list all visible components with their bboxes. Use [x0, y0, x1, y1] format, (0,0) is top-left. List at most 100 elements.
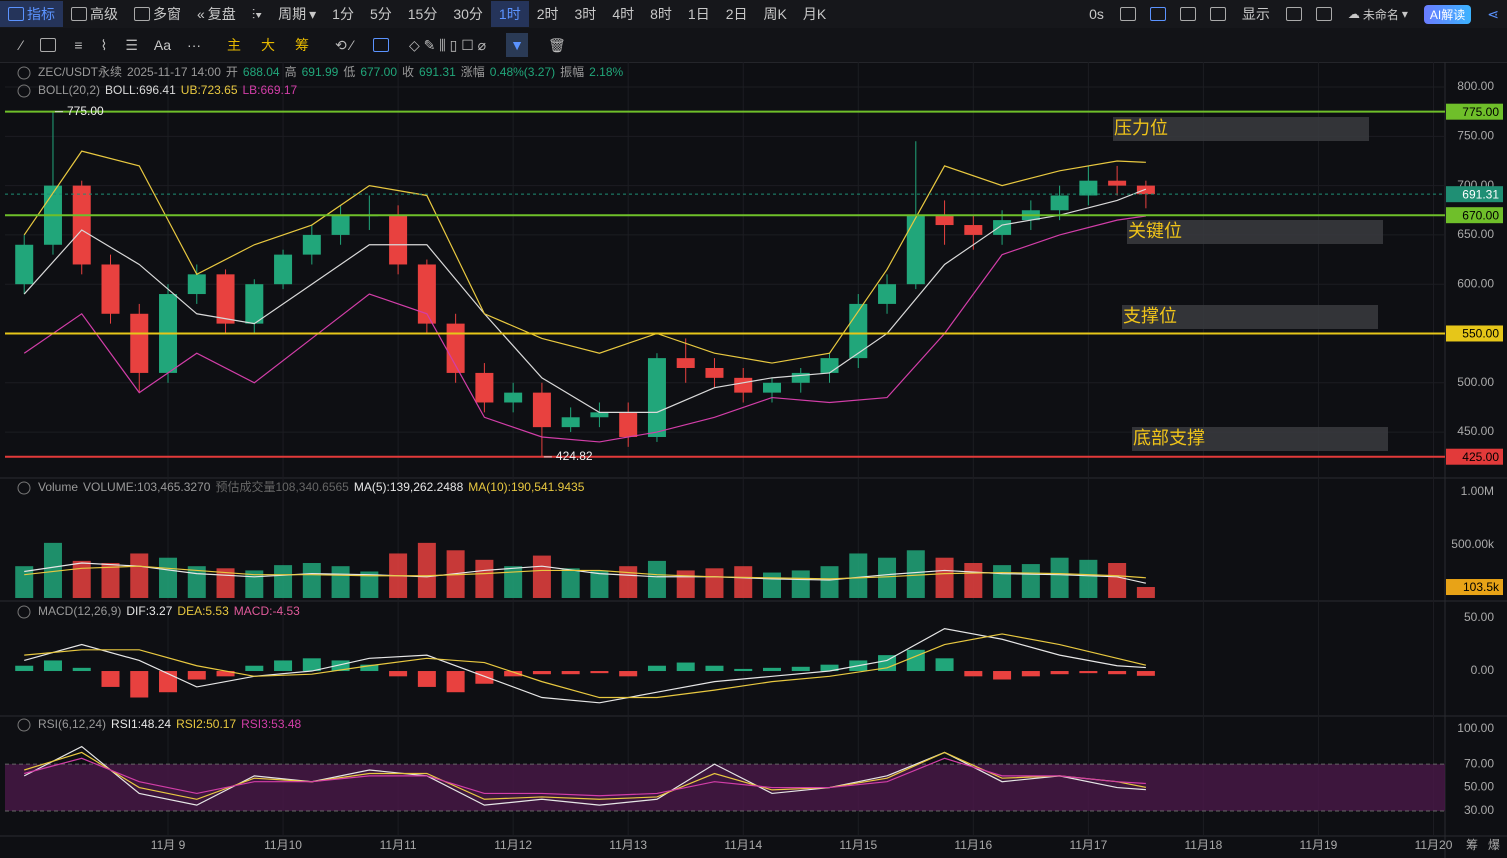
x-tick-label: 11月13: [609, 838, 647, 852]
rsi-band: [5, 764, 1445, 811]
font-tool[interactable]: Aa: [153, 37, 172, 53]
annotation-label: 关键位: [1128, 221, 1182, 241]
candle-body: [331, 215, 350, 235]
indicator-tool[interactable]: 主: [227, 37, 242, 53]
label: 周期: [278, 6, 307, 22]
candle-body: [302, 234, 321, 255]
period-button[interactable]: 周期 ▾: [278, 5, 317, 23]
x-tick-label: 11月10: [264, 838, 302, 852]
candle-body: [964, 225, 983, 235]
candle-body: [101, 264, 120, 314]
multi-window-button[interactable]: 多窗: [126, 4, 189, 24]
interval-button[interactable]: 8时: [650, 6, 672, 22]
collapse-icon: [17, 66, 31, 80]
candle-body: [906, 215, 925, 285]
advanced-button[interactable]: 高级: [63, 4, 126, 24]
interval-button[interactable]: 2时: [536, 6, 559, 22]
macd-histogram-bar: [446, 671, 465, 693]
x-tick-label: 11月14: [724, 838, 762, 852]
macd-histogram-bar: [475, 671, 494, 684]
x-tick-label: 11月19: [1300, 838, 1338, 852]
interval-button[interactable]: 1时: [490, 1, 529, 27]
replay-button[interactable]: «复盘: [197, 6, 236, 22]
volume-bar: [561, 568, 580, 598]
macd-histogram-bar: [302, 658, 321, 672]
macd-histogram-bar: [1108, 671, 1127, 675]
volume-bar: [331, 566, 350, 598]
legend-text: MA(5):139,262.2488: [354, 480, 464, 494]
level-label: 425.00: [1462, 450, 1499, 464]
macd-histogram-bar: [993, 671, 1012, 680]
macd-histogram-bar: [331, 660, 350, 672]
interval-button[interactable]: 5分: [369, 6, 392, 22]
indicator-tool[interactable]: 筹: [295, 37, 310, 53]
interval-button[interactable]: 30分: [453, 6, 483, 22]
macd-histogram-bar: [187, 671, 206, 680]
display-button[interactable]: 显示: [1241, 6, 1270, 22]
macd-histogram-bar: [705, 665, 724, 672]
macd-histogram-bar: [561, 671, 580, 675]
legend-text: MACD(12,26,9): [38, 604, 121, 618]
volume-bar: [504, 566, 523, 598]
legend-text: 预估成交量108,340.6565: [215, 479, 349, 494]
macd-histogram-bar: [130, 671, 149, 698]
countdown: 0s: [1089, 6, 1104, 22]
y-tick-label: 750.00: [1457, 128, 1494, 142]
y-tick-label: 500.00k: [1451, 537, 1495, 551]
chart: 11月 9 11月10 11月11 11月12 11月13 11月14 11月15 11月16…: [0, 62, 1507, 858]
more-tool[interactable]: ···: [187, 37, 202, 53]
candle-body: [1050, 195, 1069, 211]
y-tick-label: 800.00: [1457, 79, 1494, 93]
share-button[interactable]: ⋖: [1487, 5, 1499, 22]
legend-text: 高: [285, 64, 297, 79]
interval-button[interactable]: 月K: [802, 6, 827, 22]
volume-bar: [360, 571, 379, 598]
y-tick-label: 50.00: [1464, 610, 1494, 624]
macd-histogram-bar: [15, 665, 34, 672]
macd-histogram-bar: [274, 660, 293, 672]
indicator-line: [23, 745, 1146, 806]
interval-button[interactable]: 1日: [687, 6, 710, 22]
level-box: [1446, 325, 1503, 342]
legend-text: 677.00: [360, 65, 397, 79]
volume-bar: [532, 555, 551, 598]
interval-button[interactable]: 4时: [612, 6, 635, 22]
volume-bar: [647, 560, 666, 598]
legend-text: MA(10):190,541.9435: [468, 480, 584, 494]
interval-button[interactable]: 3时: [574, 6, 597, 22]
legend-text: 低: [343, 65, 355, 79]
volume-bar: [274, 565, 293, 598]
interval-button[interactable]: 15分: [407, 6, 438, 22]
extreme-label: 775.00: [67, 104, 104, 118]
level-box: [1446, 103, 1503, 120]
annotation-label: 压力位: [1114, 118, 1168, 138]
indicator-button[interactable]: 指标: [0, 1, 63, 27]
y-tick-label: 600.00: [1457, 276, 1494, 290]
last-price-label: 691.31: [1462, 187, 1499, 201]
volume-bar: [590, 570, 609, 598]
interval-button[interactable]: 1分: [332, 6, 354, 22]
chart-style-button[interactable]: ⫶▾: [251, 5, 263, 22]
volume-bar: [1136, 587, 1155, 598]
indicator-tool[interactable]: 大: [261, 37, 276, 53]
corner-button[interactable]: 筹: [1466, 838, 1478, 852]
candle-body: [993, 220, 1012, 235]
volume-bar: [475, 559, 494, 598]
candle-body: [619, 412, 638, 437]
ai-button[interactable]: AI解读: [1416, 4, 1479, 24]
legend-text: 691.31: [419, 65, 456, 79]
legend-text: VOLUME:103,465.3270: [83, 480, 211, 494]
volume-bar: [1021, 564, 1040, 598]
legend-text: 振幅: [560, 64, 584, 79]
interval-button[interactable]: 2日: [725, 6, 748, 22]
legend-text: BOLL:696.41: [105, 83, 176, 97]
interval-button[interactable]: 周K: [763, 6, 787, 22]
layout-button[interactable]: ☁ 未命名 ▾: [1347, 7, 1408, 22]
y-tick-label: 50.00: [1464, 780, 1494, 794]
volume-bar: [734, 566, 753, 598]
corner-button[interactable]: 爆: [1488, 838, 1500, 852]
volume-bar: [159, 557, 178, 598]
candle-body: [417, 264, 436, 324]
macd-histogram-bar: [389, 671, 408, 677]
y-tick-label: 0.00: [1471, 663, 1495, 677]
